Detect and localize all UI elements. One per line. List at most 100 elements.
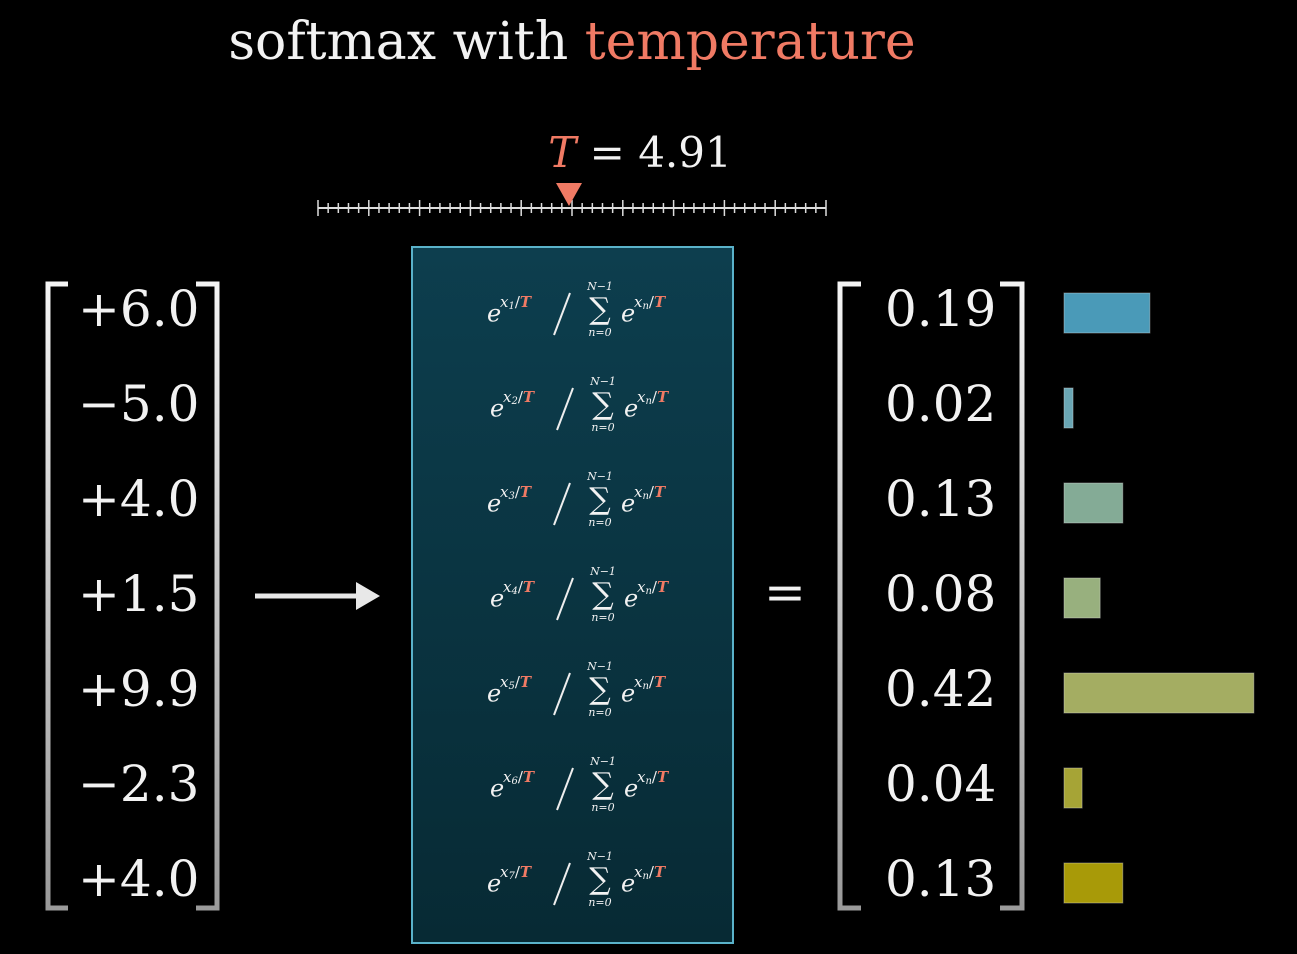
exponent-index: 6 xyxy=(511,776,518,787)
formula-divider xyxy=(556,767,574,811)
exponent-t: T xyxy=(520,673,533,691)
equals: = xyxy=(590,128,625,177)
formula-divider xyxy=(553,482,571,526)
input-value: −5.0 xyxy=(78,375,199,433)
sum-lower: n=0 xyxy=(588,896,611,909)
formula-divider xyxy=(556,387,574,431)
input-value: +4.0 xyxy=(78,850,199,908)
exponent-t: T xyxy=(523,388,536,406)
temperature-value: 4.91 xyxy=(638,128,732,177)
formula-divider xyxy=(553,862,571,906)
input-bracket xyxy=(45,281,220,911)
exponent-var: x xyxy=(503,578,512,596)
sum-upper: N−1 xyxy=(586,470,613,483)
softmax-box xyxy=(411,246,734,944)
arrow-head xyxy=(356,582,380,610)
equals-sign: = xyxy=(764,563,806,621)
exponent-slash: / xyxy=(518,388,524,406)
output-value: 0.19 xyxy=(885,280,996,338)
input-value: +4.0 xyxy=(78,470,199,528)
exponent: xn/T xyxy=(634,483,667,502)
formula-base: e xyxy=(624,775,638,803)
input-value: −2.3 xyxy=(78,755,199,813)
exponent-slash: / xyxy=(652,388,658,406)
exponent-t: T xyxy=(523,578,536,596)
exponent-index: n xyxy=(642,871,648,882)
formula-base: e xyxy=(624,585,638,613)
exponent-var: x xyxy=(634,863,643,881)
title: softmax with temperature xyxy=(228,12,915,72)
exponent-var: x xyxy=(637,578,646,596)
exponent-slash: / xyxy=(649,673,655,691)
sum-symbol: ∑ xyxy=(589,672,611,707)
formula-base: e xyxy=(487,680,501,708)
exponent-index: n xyxy=(645,396,651,407)
exponent-var: x xyxy=(503,388,512,406)
exponent-var: x xyxy=(634,293,643,311)
sum-lower: n=0 xyxy=(591,421,614,434)
output-bar xyxy=(1063,577,1101,619)
output-value: 0.04 xyxy=(885,755,996,813)
output-value: 0.42 xyxy=(885,660,996,718)
sum-upper: N−1 xyxy=(589,755,616,768)
sum-lower: n=0 xyxy=(588,516,611,529)
input-value: +6.0 xyxy=(78,280,199,338)
exponent-var: x xyxy=(500,293,509,311)
exponent: xn/T xyxy=(634,863,667,882)
exponent-var: x xyxy=(500,673,509,691)
exponent-t: T xyxy=(520,483,533,501)
input-value: +1.5 xyxy=(78,565,199,623)
output-bar xyxy=(1063,387,1074,429)
exponent-slash: / xyxy=(652,768,658,786)
exponent: xn/T xyxy=(637,578,670,597)
slider-marker xyxy=(556,183,582,206)
exponent: x4/T xyxy=(503,578,536,597)
title-text: softmax with xyxy=(228,12,568,72)
exponent-index: 4 xyxy=(510,586,517,597)
sum-upper: N−1 xyxy=(589,375,616,388)
sum-symbol: ∑ xyxy=(592,387,614,422)
input-value: +9.9 xyxy=(78,660,199,718)
output-bar xyxy=(1063,767,1083,809)
formula-base: e xyxy=(487,300,501,328)
exponent-t: T xyxy=(654,293,667,311)
formula-base: e xyxy=(621,300,635,328)
exponent-index: n xyxy=(645,586,651,597)
exponent-t: T xyxy=(657,578,670,596)
exponent-var: x xyxy=(500,863,509,881)
exponent: x1/T xyxy=(500,293,533,312)
sum-lower: n=0 xyxy=(591,611,614,624)
exponent-var: x xyxy=(637,768,646,786)
formula-base: e xyxy=(487,870,501,898)
sum-upper: N−1 xyxy=(586,280,613,293)
exponent: x2/T xyxy=(503,388,536,407)
exponent-t: T xyxy=(654,673,667,691)
formula-base: e xyxy=(490,585,504,613)
exponent-t: T xyxy=(523,768,536,786)
sum-upper: N−1 xyxy=(589,565,616,578)
exponent-slash: / xyxy=(515,863,521,881)
exponent-index: 5 xyxy=(508,681,514,692)
exponent-var: x xyxy=(500,483,509,501)
sum-symbol: ∑ xyxy=(589,482,611,517)
exponent-index: 2 xyxy=(510,396,517,407)
output-value: 0.13 xyxy=(885,850,996,908)
exponent: xn/T xyxy=(634,673,667,692)
exponent-index: 1 xyxy=(508,301,514,312)
formula-divider xyxy=(556,577,574,621)
exponent-t: T xyxy=(657,388,670,406)
exponent: xn/T xyxy=(637,388,670,407)
output-value: 0.08 xyxy=(885,565,996,623)
exponent-index: n xyxy=(642,681,648,692)
output-bar xyxy=(1063,482,1124,524)
exponent-slash: / xyxy=(652,578,658,596)
exponent-t: T xyxy=(654,863,667,881)
exponent-var: x xyxy=(634,483,643,501)
exponent: x6/T xyxy=(503,768,536,787)
title-highlight: temperature xyxy=(585,12,916,72)
